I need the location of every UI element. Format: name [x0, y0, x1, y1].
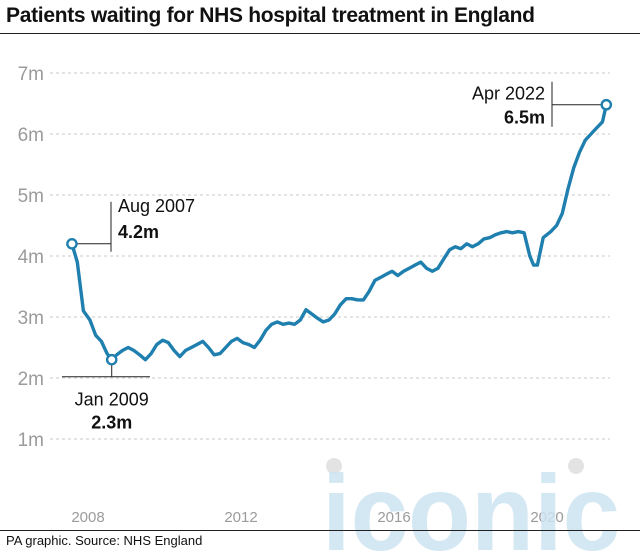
y-tick-label: 5m	[18, 186, 44, 207]
series-layer	[70, 102, 608, 362]
y-tick-label: 6m	[18, 125, 44, 146]
footer-divider	[0, 530, 640, 531]
series-line-0	[70, 102, 608, 362]
y-tick-label: 4m	[18, 247, 44, 268]
annotation-value-label: 6.5m	[504, 108, 545, 128]
annotation-value-label: 4.2m	[118, 222, 159, 242]
annotation-marker	[600, 98, 613, 111]
source-note: PA graphic. Source: NHS England	[6, 533, 203, 548]
annotation-date-label: Jan 2009	[75, 390, 149, 410]
annotation-value-label: 2.3m	[91, 413, 132, 433]
chart-title: Patients waiting for NHS hospital treatm…	[6, 4, 535, 27]
annotation-date-label: Aug 2007	[118, 196, 195, 216]
x-tick-label: 2012	[224, 509, 257, 526]
annotation-marker	[105, 353, 118, 366]
y-tick-label: 3m	[18, 308, 44, 329]
y-tick-label: 7m	[18, 64, 44, 85]
annotation-0: Aug 2007 4.2m	[66, 196, 195, 252]
title-divider	[0, 33, 640, 34]
annotation-marker	[66, 237, 78, 250]
y-tick-label: 1m	[18, 430, 44, 451]
y-tick-labels: 1m 2m 3m 4m 5m 6m 7m	[18, 64, 44, 451]
grid-layer	[50, 72, 610, 440]
x-tick-label: 2008	[71, 509, 104, 526]
x-tick-labels: 2008 2012 2016 2020	[71, 509, 563, 526]
annotation-1: Jan 2009 2.3m	[62, 353, 150, 433]
annotation-2: Apr 2022 6.5m	[472, 81, 613, 128]
x-tick-label: 2016	[377, 509, 410, 526]
y-tick-label: 2m	[18, 369, 44, 390]
x-tick-label: 2020	[530, 509, 563, 526]
annotation-date-label: Apr 2022	[472, 84, 545, 104]
annotation-layer: Aug 2007 4.2m Jan 2009 2.3m Apr 2022 6.5m	[62, 81, 613, 433]
